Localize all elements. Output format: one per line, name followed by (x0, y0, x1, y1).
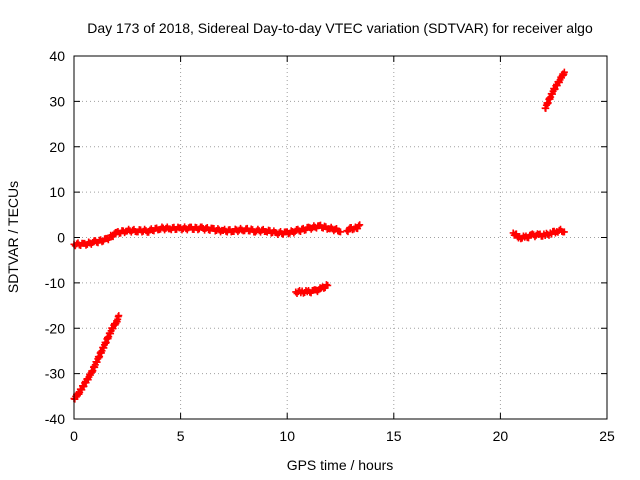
data-point (324, 281, 332, 289)
y-tick-label: -20 (45, 320, 65, 336)
y-tick-label: -40 (45, 411, 65, 427)
data-point (560, 68, 568, 76)
data-point (322, 281, 330, 289)
y-axis-label: SDTVAR / TECUs (5, 181, 21, 293)
data-point (337, 228, 344, 236)
series-segment-late-rising (541, 68, 568, 112)
y-tick-label: -30 (45, 366, 65, 382)
x-tick-label: 25 (599, 428, 615, 444)
data-point (115, 312, 123, 320)
x-tick-label: 10 (279, 428, 295, 444)
series-segment-main-day (70, 221, 344, 250)
x-tick-label: 0 (70, 428, 78, 444)
chart-title: Day 173 of 2018, Sidereal Day-to-day VTE… (87, 20, 593, 36)
series-segment-negative-11h (292, 281, 332, 297)
x-tick-label: 15 (386, 428, 402, 444)
x-tick-label: 20 (493, 428, 509, 444)
y-tick-label: 0 (57, 230, 65, 246)
data-point (356, 221, 364, 229)
y-tick-label: -10 (45, 275, 65, 291)
series-segment-late-flat (509, 225, 568, 243)
y-tick-label: 40 (49, 48, 65, 64)
y-tick-label: 30 (49, 93, 65, 109)
series-segment-short-13h (343, 221, 364, 236)
series-segment-rising-early (70, 312, 123, 403)
y-tick-label: 10 (49, 184, 65, 200)
x-tick-label: 5 (177, 428, 185, 444)
data-point (355, 222, 363, 230)
axis-ticks: 0 5 10 15 20 25 -40 -30 -20 -10 0 10 20 30 40 (45, 48, 615, 444)
y-tick-label: 20 (49, 139, 65, 155)
data-point (560, 228, 568, 236)
data-point (307, 225, 315, 233)
data-points (70, 68, 568, 403)
grid-lines (74, 56, 607, 419)
x-axis-label: GPS time / hours (287, 457, 394, 473)
